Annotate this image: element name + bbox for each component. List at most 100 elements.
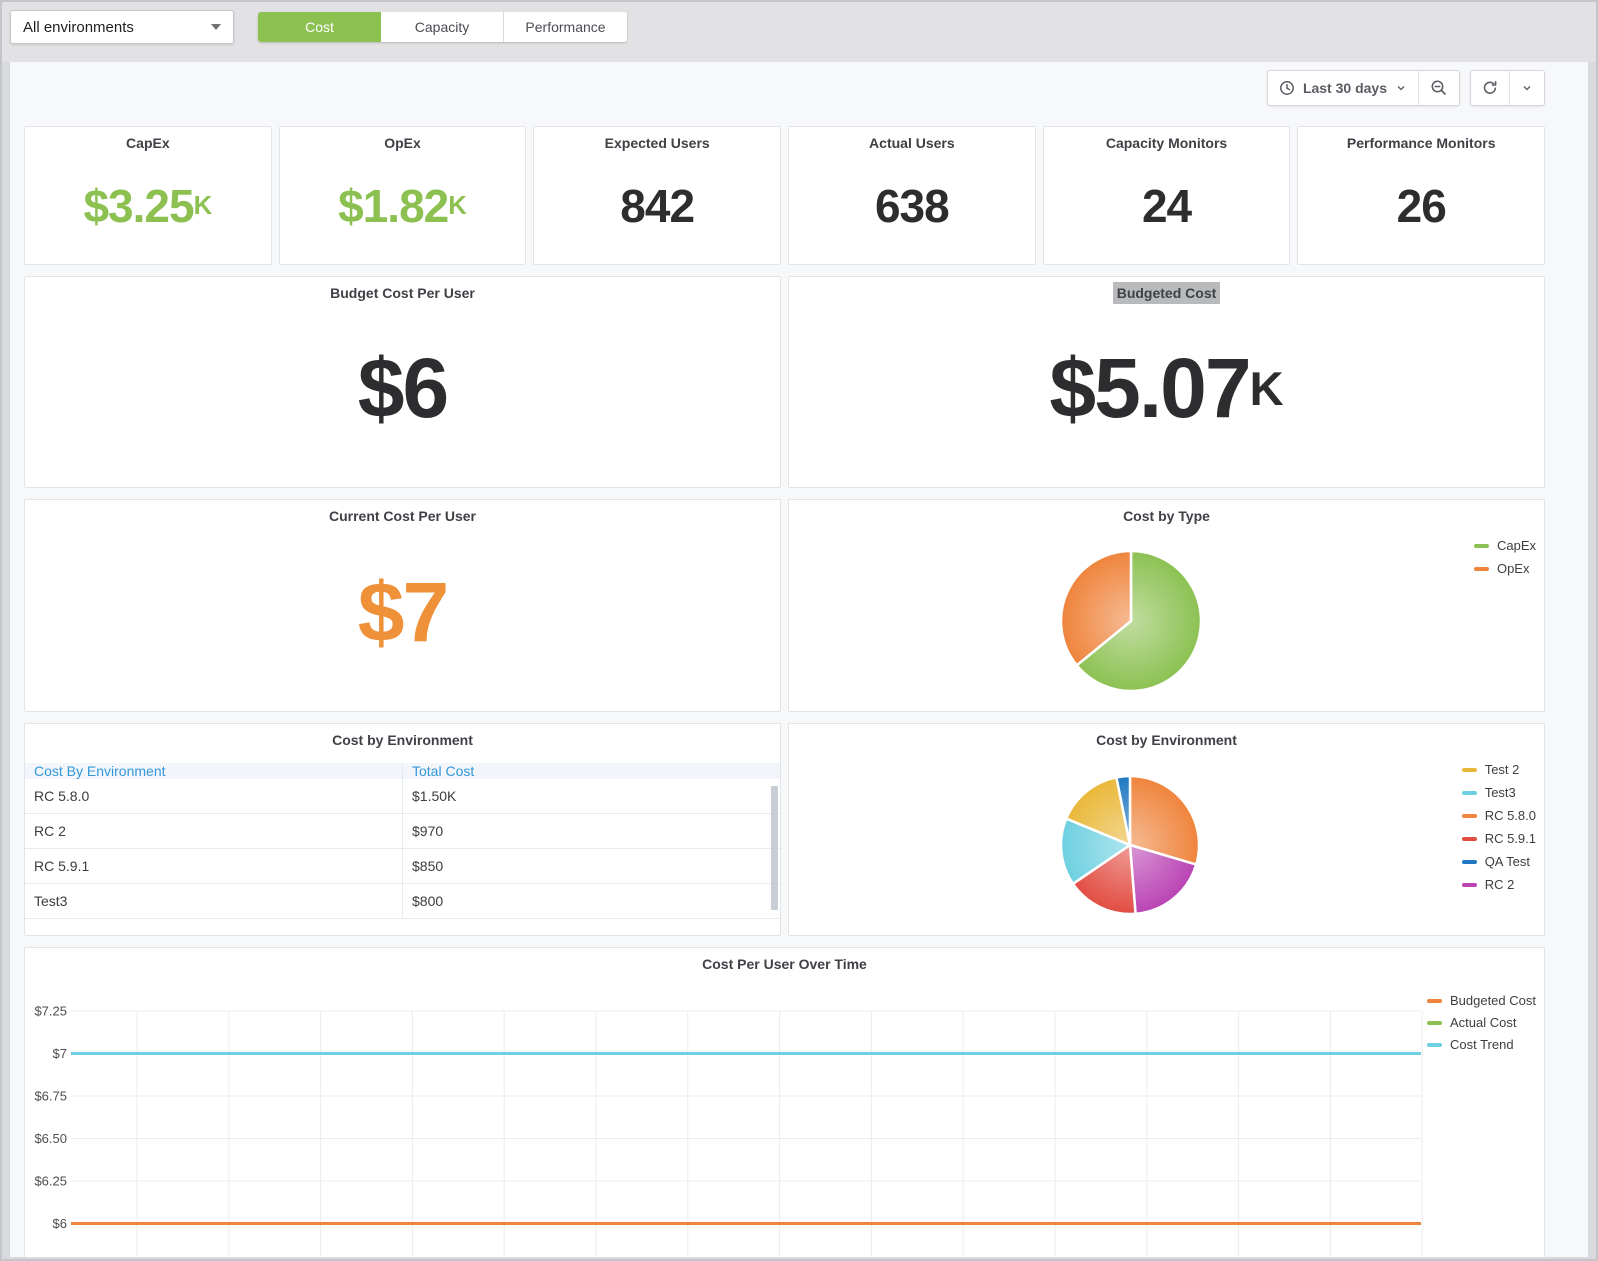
pie-slice-qa-test[interactable] bbox=[1115, 774, 1132, 847]
panel-title[interactable]: Cost by Environment bbox=[25, 724, 780, 757]
pie-slice-rc-2[interactable] bbox=[1128, 843, 1198, 916]
environment-dropdown-value: All environments bbox=[23, 18, 134, 36]
panel-title-text: Budget Cost Per User bbox=[330, 285, 475, 301]
panel-cost-by-environment-pie: Cost by Environment Test 2 Test3 RC 5.8.0 R… bbox=[788, 723, 1545, 936]
legend-item-actual-cost[interactable]: Actual Cost bbox=[1426, 1015, 1536, 1030]
pie-slice-capex[interactable] bbox=[1075, 549, 1203, 693]
pie-slice-rc-5-8-0[interactable] bbox=[1128, 774, 1201, 866]
legend-label: CapEx bbox=[1496, 538, 1536, 553]
stat-value-number: 842 bbox=[620, 180, 695, 232]
y-axis-tick-label: $7 bbox=[53, 1046, 67, 1061]
panel-title[interactable]: OpEx bbox=[280, 127, 526, 160]
stat-value: 26 bbox=[1298, 160, 1544, 264]
legend-item-qa-test[interactable]: QA Test bbox=[1461, 854, 1536, 869]
legend-item-budgeted-cost[interactable]: Budgeted Cost bbox=[1426, 993, 1536, 1008]
table-cell: $850 bbox=[402, 849, 780, 883]
panel-budgeted-cost: Budgeted Cost $5.07 K bbox=[788, 276, 1545, 488]
pie-slice-rc-5-9-1[interactable] bbox=[1071, 843, 1137, 916]
panel-cost-by-environment-table: Cost by Environment Cost By Environment … bbox=[24, 723, 781, 936]
legend-item-opex[interactable]: OpEx bbox=[1473, 561, 1536, 576]
stat-value-number: $3.25 bbox=[83, 180, 194, 232]
time-series-chart[interactable]: $7.25 $7 $6.75 $6.50 $6.25 $6 bbox=[25, 948, 1544, 1257]
tab-capacity[interactable]: Capacity bbox=[381, 12, 504, 42]
stat-value-number: $1.82 bbox=[338, 180, 449, 232]
table-row[interactable]: Test3 $800 bbox=[25, 884, 780, 919]
chart-legend: Budgeted Cost Actual Cost Cost Trend bbox=[1426, 993, 1536, 1052]
legend-item-rc-5-8-0[interactable]: RC 5.8.0 bbox=[1461, 808, 1536, 823]
tab-cost[interactable]: Cost bbox=[258, 12, 381, 42]
legend-item-test-2[interactable]: Test 2 bbox=[1461, 762, 1536, 777]
panel-title[interactable]: Actual Users bbox=[789, 127, 1035, 160]
panel-title[interactable]: Budgeted Cost bbox=[789, 277, 1544, 310]
legend-item-cost-trend[interactable]: Cost Trend bbox=[1426, 1037, 1536, 1052]
legend-label: Test 2 bbox=[1484, 762, 1520, 777]
dashboard-canvas: Last 30 days bbox=[10, 62, 1588, 1257]
panel-title[interactable]: Performance Monitors bbox=[1298, 127, 1544, 160]
panel-cost-by-type: Cost by Type CapEx OpEx bbox=[788, 499, 1545, 712]
panel-title[interactable]: Budget Cost Per User bbox=[25, 277, 780, 310]
stat-value-number: 638 bbox=[874, 180, 950, 232]
panel-title[interactable]: Expected Users bbox=[534, 127, 780, 160]
tab-performance[interactable]: Performance bbox=[504, 12, 627, 42]
zoom-out-button[interactable] bbox=[1418, 71, 1459, 105]
table-cell: $1.50K bbox=[402, 779, 780, 813]
legend-item-rc-5-9-1[interactable]: RC 5.9.1 bbox=[1461, 831, 1536, 846]
legend-swatch bbox=[1461, 767, 1477, 772]
refresh-interval-dropdown[interactable] bbox=[1509, 71, 1544, 105]
stat-value: 24 bbox=[1044, 160, 1290, 264]
stats-row: CapEx $3.25 K OpEx $1.82 K Expected Users 842 Ac… bbox=[24, 126, 1546, 265]
refresh-group bbox=[1470, 70, 1545, 106]
column-header-cost-by-environment[interactable]: Cost By Environment bbox=[34, 763, 166, 779]
pie-slice-opex[interactable] bbox=[1059, 549, 1133, 667]
stat-value: $5.07 K bbox=[789, 310, 1544, 487]
legend-item-test3[interactable]: Test3 bbox=[1461, 785, 1536, 800]
panel-title-text: Cost by Type bbox=[1123, 508, 1210, 524]
legend-label: QA Test bbox=[1484, 854, 1530, 869]
panel-title-text: Performance Monitors bbox=[1346, 135, 1496, 151]
refresh-icon bbox=[1483, 81, 1497, 94]
panel-title-text: OpEx bbox=[384, 135, 421, 151]
legend-item-rc-2[interactable]: RC 2 bbox=[1461, 877, 1536, 892]
pie-slice-test-2[interactable] bbox=[1065, 776, 1132, 847]
y-axis-tick-label: $7.25 bbox=[34, 1004, 67, 1019]
cost-by-environment-pie-chart[interactable] bbox=[1050, 765, 1210, 925]
pie-slice-test3[interactable] bbox=[1059, 817, 1132, 886]
table-row[interactable]: RC 5.9.1 $850 bbox=[25, 849, 780, 884]
table-cell: $800 bbox=[402, 884, 780, 918]
stat-value: 842 bbox=[534, 160, 780, 264]
cost-by-type-pie-chart[interactable] bbox=[1051, 541, 1211, 701]
refresh-button[interactable] bbox=[1471, 71, 1509, 105]
environment-dropdown[interactable]: All environments bbox=[10, 10, 234, 44]
clock-icon bbox=[1279, 81, 1294, 95]
stat-value-number: $5.07 bbox=[1049, 341, 1251, 435]
stat-value: $6 bbox=[25, 310, 780, 487]
row-cost-by-environment: Cost by Environment Cost By Environment … bbox=[24, 723, 1545, 936]
table-row[interactable]: RC 5.8.0 $1.50K bbox=[25, 779, 780, 814]
panel-title[interactable]: Current Cost Per User bbox=[25, 500, 780, 533]
stat-value-suffix: K bbox=[448, 191, 467, 220]
zoom-out-icon bbox=[1431, 80, 1446, 95]
legend-swatch bbox=[1426, 998, 1442, 1003]
stat-value-number: 26 bbox=[1396, 180, 1447, 232]
panel-cost-per-user-over-time: $7.25 $7 $6.75 $6.50 $6.25 $6 Cost Per User O… bbox=[24, 947, 1545, 1257]
panel-title-text: Budgeted Cost bbox=[1112, 282, 1221, 304]
table-scrollbar[interactable] bbox=[771, 786, 778, 910]
stat-value-number: $6 bbox=[357, 341, 449, 435]
panel-title[interactable]: Cost Per User Over Time bbox=[25, 948, 1544, 981]
panel-title[interactable]: Cost by Type bbox=[789, 500, 1544, 533]
legend-swatch bbox=[1426, 1042, 1442, 1047]
column-header-total-cost[interactable]: Total Cost bbox=[402, 763, 780, 779]
table-row[interactable]: RC 2 $970 bbox=[25, 814, 780, 849]
legend-swatch bbox=[1426, 1020, 1442, 1025]
panel-title[interactable]: Capacity Monitors bbox=[1044, 127, 1290, 160]
panel-title[interactable]: CapEx bbox=[25, 127, 271, 160]
view-tabs: Cost Capacity Performance bbox=[258, 12, 627, 42]
time-controls: Last 30 days bbox=[24, 70, 1545, 106]
legend-item-capex[interactable]: CapEx bbox=[1473, 538, 1536, 553]
row-cost-over-time: $7.25 $7 $6.75 $6.50 $6.25 $6 Cost Per User O… bbox=[24, 947, 1545, 1257]
stat-value-suffix: K bbox=[193, 191, 213, 220]
panel-title[interactable]: Cost by Environment bbox=[789, 724, 1544, 757]
time-range-picker[interactable]: Last 30 days bbox=[1268, 71, 1418, 105]
y-axis-tick-label: $6.50 bbox=[34, 1131, 67, 1146]
